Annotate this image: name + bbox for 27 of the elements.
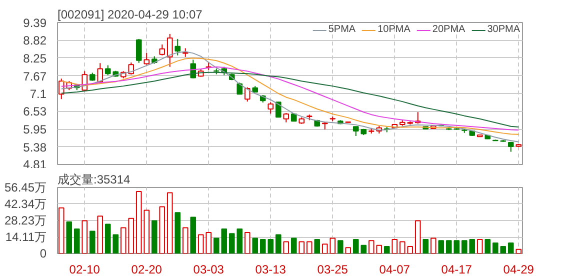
- x-tick-label: 02-20: [131, 262, 162, 276]
- y-tick-label: 7.1: [30, 87, 47, 101]
- x-tick-label: 04-07: [379, 262, 410, 276]
- y-tick-label: 0: [40, 246, 47, 260]
- y-tick-label: 9.39: [23, 16, 47, 30]
- y-tick-label: 14.11万: [5, 230, 46, 244]
- legend-label: 20PMA: [432, 24, 466, 35]
- y-tick-label: 42.34万: [4, 196, 46, 211]
- y-tick-label: 7.67: [23, 69, 47, 84]
- y-tick-label: 5.38: [23, 140, 47, 154]
- y-tick-label: 56.45万: [4, 180, 46, 194]
- x-tick-label: 03-25: [317, 262, 348, 276]
- x-tick-label: 04-29: [503, 262, 534, 276]
- legend-label: 10PMA: [378, 24, 410, 35]
- legend-label: 5PMA: [328, 24, 356, 35]
- x-tick-label: 03-13: [255, 262, 286, 276]
- x-tick-label: 03-03: [193, 262, 224, 276]
- x-tick-label: 04-17: [441, 262, 472, 276]
- chart-title: [002091] 2020-04-29 10:07: [58, 8, 203, 22]
- y-tick-label: 8.82: [23, 34, 47, 48]
- x-tick-label: 02-10: [69, 262, 100, 276]
- y-tick-label: 5.95: [23, 122, 47, 137]
- y-tick-label: 28.23万: [4, 213, 46, 228]
- y-tick-label: 6.53: [23, 104, 47, 119]
- chart-title: 成交量:35314: [58, 172, 131, 186]
- legend-label: 30PMA: [487, 24, 520, 35]
- y-tick-label: 8.25: [23, 51, 47, 66]
